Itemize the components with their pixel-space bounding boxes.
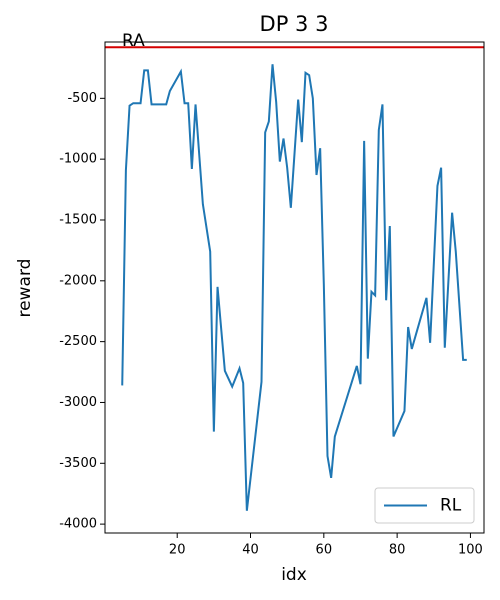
plot-frame <box>104 41 485 534</box>
y-tick-label: -500 <box>67 91 97 106</box>
x-tick-label: 40 <box>242 543 259 558</box>
y-tick-label: -2500 <box>59 334 97 349</box>
y-axis-label: reward <box>15 259 35 318</box>
data-line <box>121 64 467 511</box>
y-tick-label: -3000 <box>59 395 97 410</box>
reference-label: RA <box>122 31 145 51</box>
x-axis-label: idx <box>281 565 307 585</box>
y-tick-label: -1000 <box>59 152 97 167</box>
chart-title: DP 3 3 <box>260 12 329 36</box>
y-tick-label: -4000 <box>59 517 97 532</box>
legend-label: RL <box>440 496 462 516</box>
x-tick-label: 80 <box>389 543 406 558</box>
x-tick-label: 20 <box>169 543 186 558</box>
x-tick-label: 60 <box>316 543 333 558</box>
x-tick-label: 100 <box>458 543 483 558</box>
y-tick-label: -2000 <box>59 273 97 288</box>
y-tick-label: -3500 <box>59 456 97 471</box>
y-tick-label: -1500 <box>59 212 97 227</box>
